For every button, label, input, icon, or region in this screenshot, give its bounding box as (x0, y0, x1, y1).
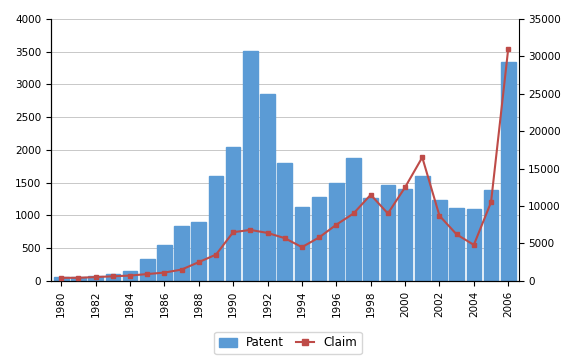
Bar (191, 222, 206, 281)
Bar (501, 62, 516, 281)
Bar (260, 94, 275, 281)
Bar (88, 275, 103, 281)
Bar (346, 158, 361, 281)
Claim (367, 193, 374, 197)
Claim (213, 252, 219, 257)
Bar (278, 163, 292, 281)
Bar (295, 207, 309, 281)
Claim (350, 211, 357, 216)
Claim (161, 270, 168, 275)
Claim (436, 213, 443, 218)
Claim (505, 47, 511, 51)
Bar (398, 189, 412, 281)
Bar (381, 185, 395, 281)
Bar (175, 226, 189, 281)
Claim (247, 228, 254, 232)
Bar (329, 183, 344, 281)
Claim (401, 185, 408, 189)
Bar (415, 176, 430, 281)
Bar (140, 259, 154, 281)
Claim (316, 235, 323, 239)
Bar (226, 147, 241, 281)
Claim (487, 200, 494, 204)
Claim (58, 276, 65, 280)
Claim (264, 231, 271, 235)
Claim (333, 222, 340, 227)
Bar (467, 209, 481, 281)
Claim (92, 275, 99, 279)
Claim (195, 260, 202, 264)
Line: Claim: Claim (59, 46, 511, 280)
Claim (127, 273, 134, 278)
Legend: Patent, Claim: Patent, Claim (214, 332, 362, 354)
Bar (243, 51, 257, 281)
Claim (384, 211, 391, 216)
Bar (157, 246, 172, 281)
Bar (123, 271, 137, 281)
Bar (105, 274, 120, 281)
Bar (432, 200, 447, 281)
Bar (449, 208, 464, 281)
Bar (54, 277, 69, 281)
Bar (312, 197, 327, 281)
Claim (419, 155, 426, 159)
Bar (484, 190, 498, 281)
Bar (71, 277, 86, 281)
Claim (109, 274, 116, 279)
Claim (75, 276, 82, 280)
Claim (281, 236, 288, 240)
Claim (178, 267, 185, 272)
Claim (230, 230, 237, 234)
Claim (471, 243, 478, 247)
Claim (144, 272, 151, 276)
Bar (209, 176, 223, 281)
Claim (453, 232, 460, 237)
Bar (363, 198, 378, 281)
Claim (298, 245, 305, 249)
